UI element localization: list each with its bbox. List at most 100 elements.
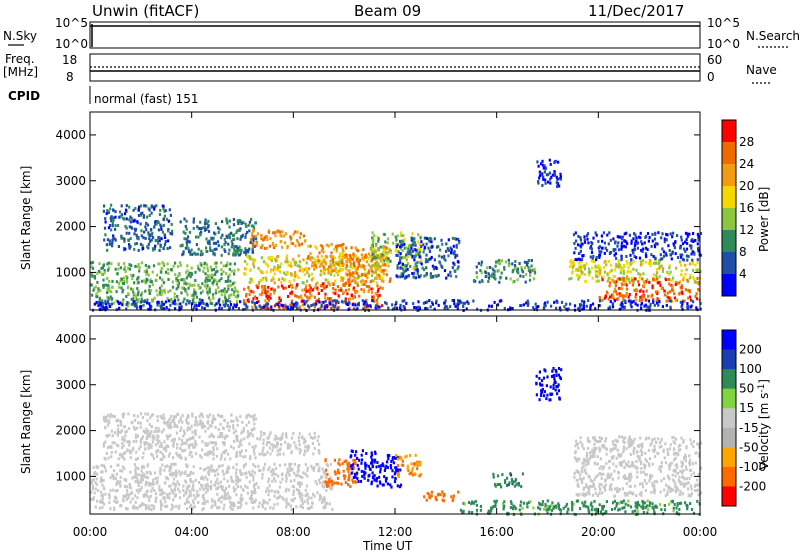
- power-cell: [316, 281, 319, 285]
- velocity-cell: [149, 432, 152, 436]
- power-cell: [149, 307, 152, 311]
- velocity-cell: [509, 473, 513, 477]
- velocity-cell: [266, 501, 269, 505]
- power-cell: [275, 259, 278, 263]
- velocity-cell: [176, 480, 179, 484]
- velocity-cell: [169, 484, 172, 488]
- velocity-cell: [250, 490, 253, 494]
- power-cell: [422, 250, 425, 254]
- velocity-cell: [336, 476, 340, 480]
- velocity-cell: [200, 455, 203, 459]
- power-cell: [153, 207, 156, 211]
- power-cell: [334, 279, 337, 283]
- power-cell: [138, 269, 141, 273]
- velocity-cell: [330, 479, 333, 483]
- velocity-cell: [148, 423, 151, 427]
- power-cell: [686, 302, 689, 306]
- velocity-cell: [179, 418, 182, 422]
- power-cell: [638, 235, 641, 239]
- power-cell: [458, 302, 461, 306]
- power-cell: [400, 272, 403, 276]
- power-cell: [273, 291, 276, 295]
- power-cell: [315, 266, 318, 269]
- power-cell: [239, 237, 242, 241]
- power-cell: [154, 244, 157, 248]
- velocity-cell: [102, 479, 105, 482]
- power-cell: [418, 306, 421, 310]
- velocity-cell: [229, 505, 232, 509]
- velocity-cell: [115, 472, 118, 476]
- velocity-cell: [223, 494, 226, 498]
- power-cell: [352, 261, 356, 265]
- power-cell: [621, 294, 624, 298]
- velocity-cell: [254, 456, 257, 460]
- power-cell: [317, 260, 320, 264]
- velocity-cell: [201, 508, 204, 512]
- velocity-cell: [193, 423, 197, 427]
- velocity-cell: [285, 432, 288, 436]
- velocity-cell: [285, 435, 288, 439]
- power-cell: [380, 259, 383, 263]
- velocity-cell: [142, 429, 145, 433]
- power-cell: [353, 276, 356, 280]
- velocity-cell: [194, 442, 197, 445]
- power-cell: [119, 266, 122, 270]
- power-cell: [253, 301, 256, 305]
- velocity-cell: [193, 505, 196, 509]
- power-cell: [200, 263, 203, 267]
- power-cell: [625, 255, 628, 258]
- velocity-cell: [356, 477, 359, 480]
- velocity-cell: [346, 462, 349, 466]
- power-cell: [202, 226, 205, 230]
- velocity-cell: [119, 475, 122, 479]
- velocity-cell: [134, 506, 137, 510]
- velocity-cell: [504, 479, 507, 483]
- power-cell: [574, 258, 577, 261]
- velocity-cell: [329, 462, 332, 466]
- power-cell: [656, 292, 659, 295]
- power-cell: [376, 306, 379, 310]
- velocity-cell: [373, 460, 376, 464]
- power-cell: [653, 245, 657, 249]
- power-cell: [458, 299, 461, 303]
- velocity-cell: [105, 434, 108, 438]
- power-cell: [446, 307, 449, 311]
- power-cell: [653, 237, 657, 241]
- power-cell: [283, 306, 286, 310]
- velocity-cell: [194, 439, 197, 443]
- power-cell: [140, 297, 143, 301]
- power-cell: [205, 249, 208, 253]
- power-cell: [330, 251, 333, 255]
- power-cell: [226, 280, 229, 283]
- power-cell: [164, 236, 167, 239]
- power-cell: [274, 268, 277, 271]
- power-cell: [508, 307, 512, 311]
- power-cell: [173, 295, 176, 299]
- power-cell: [286, 306, 290, 310]
- power-cell: [413, 237, 416, 241]
- velocity-cell: [231, 501, 234, 505]
- power-cell: [625, 279, 628, 283]
- power-cell: [95, 292, 98, 296]
- velocity-cell: [243, 464, 246, 467]
- velocity-cell: [267, 480, 270, 484]
- power-cell: [589, 246, 592, 250]
- power-cell: [207, 269, 210, 273]
- velocity-cell: [324, 468, 328, 472]
- power-cell: [208, 242, 211, 246]
- power-cell: [137, 248, 140, 252]
- velocity-cell: [236, 476, 239, 480]
- velocity-cell: [326, 501, 329, 505]
- velocity-cell: [114, 450, 117, 454]
- velocity-cell: [374, 452, 377, 456]
- power-cell: [332, 299, 335, 303]
- cpid-value: normal (fast) 151: [94, 92, 198, 106]
- velocity-cell: [295, 505, 298, 509]
- velocity-cell: [103, 502, 106, 506]
- power-cell: [156, 241, 160, 245]
- power-cell: [335, 249, 338, 253]
- power-cell: [252, 238, 255, 242]
- power-cell: [109, 224, 112, 227]
- power-cell: [142, 215, 145, 219]
- power-cell: [300, 299, 303, 303]
